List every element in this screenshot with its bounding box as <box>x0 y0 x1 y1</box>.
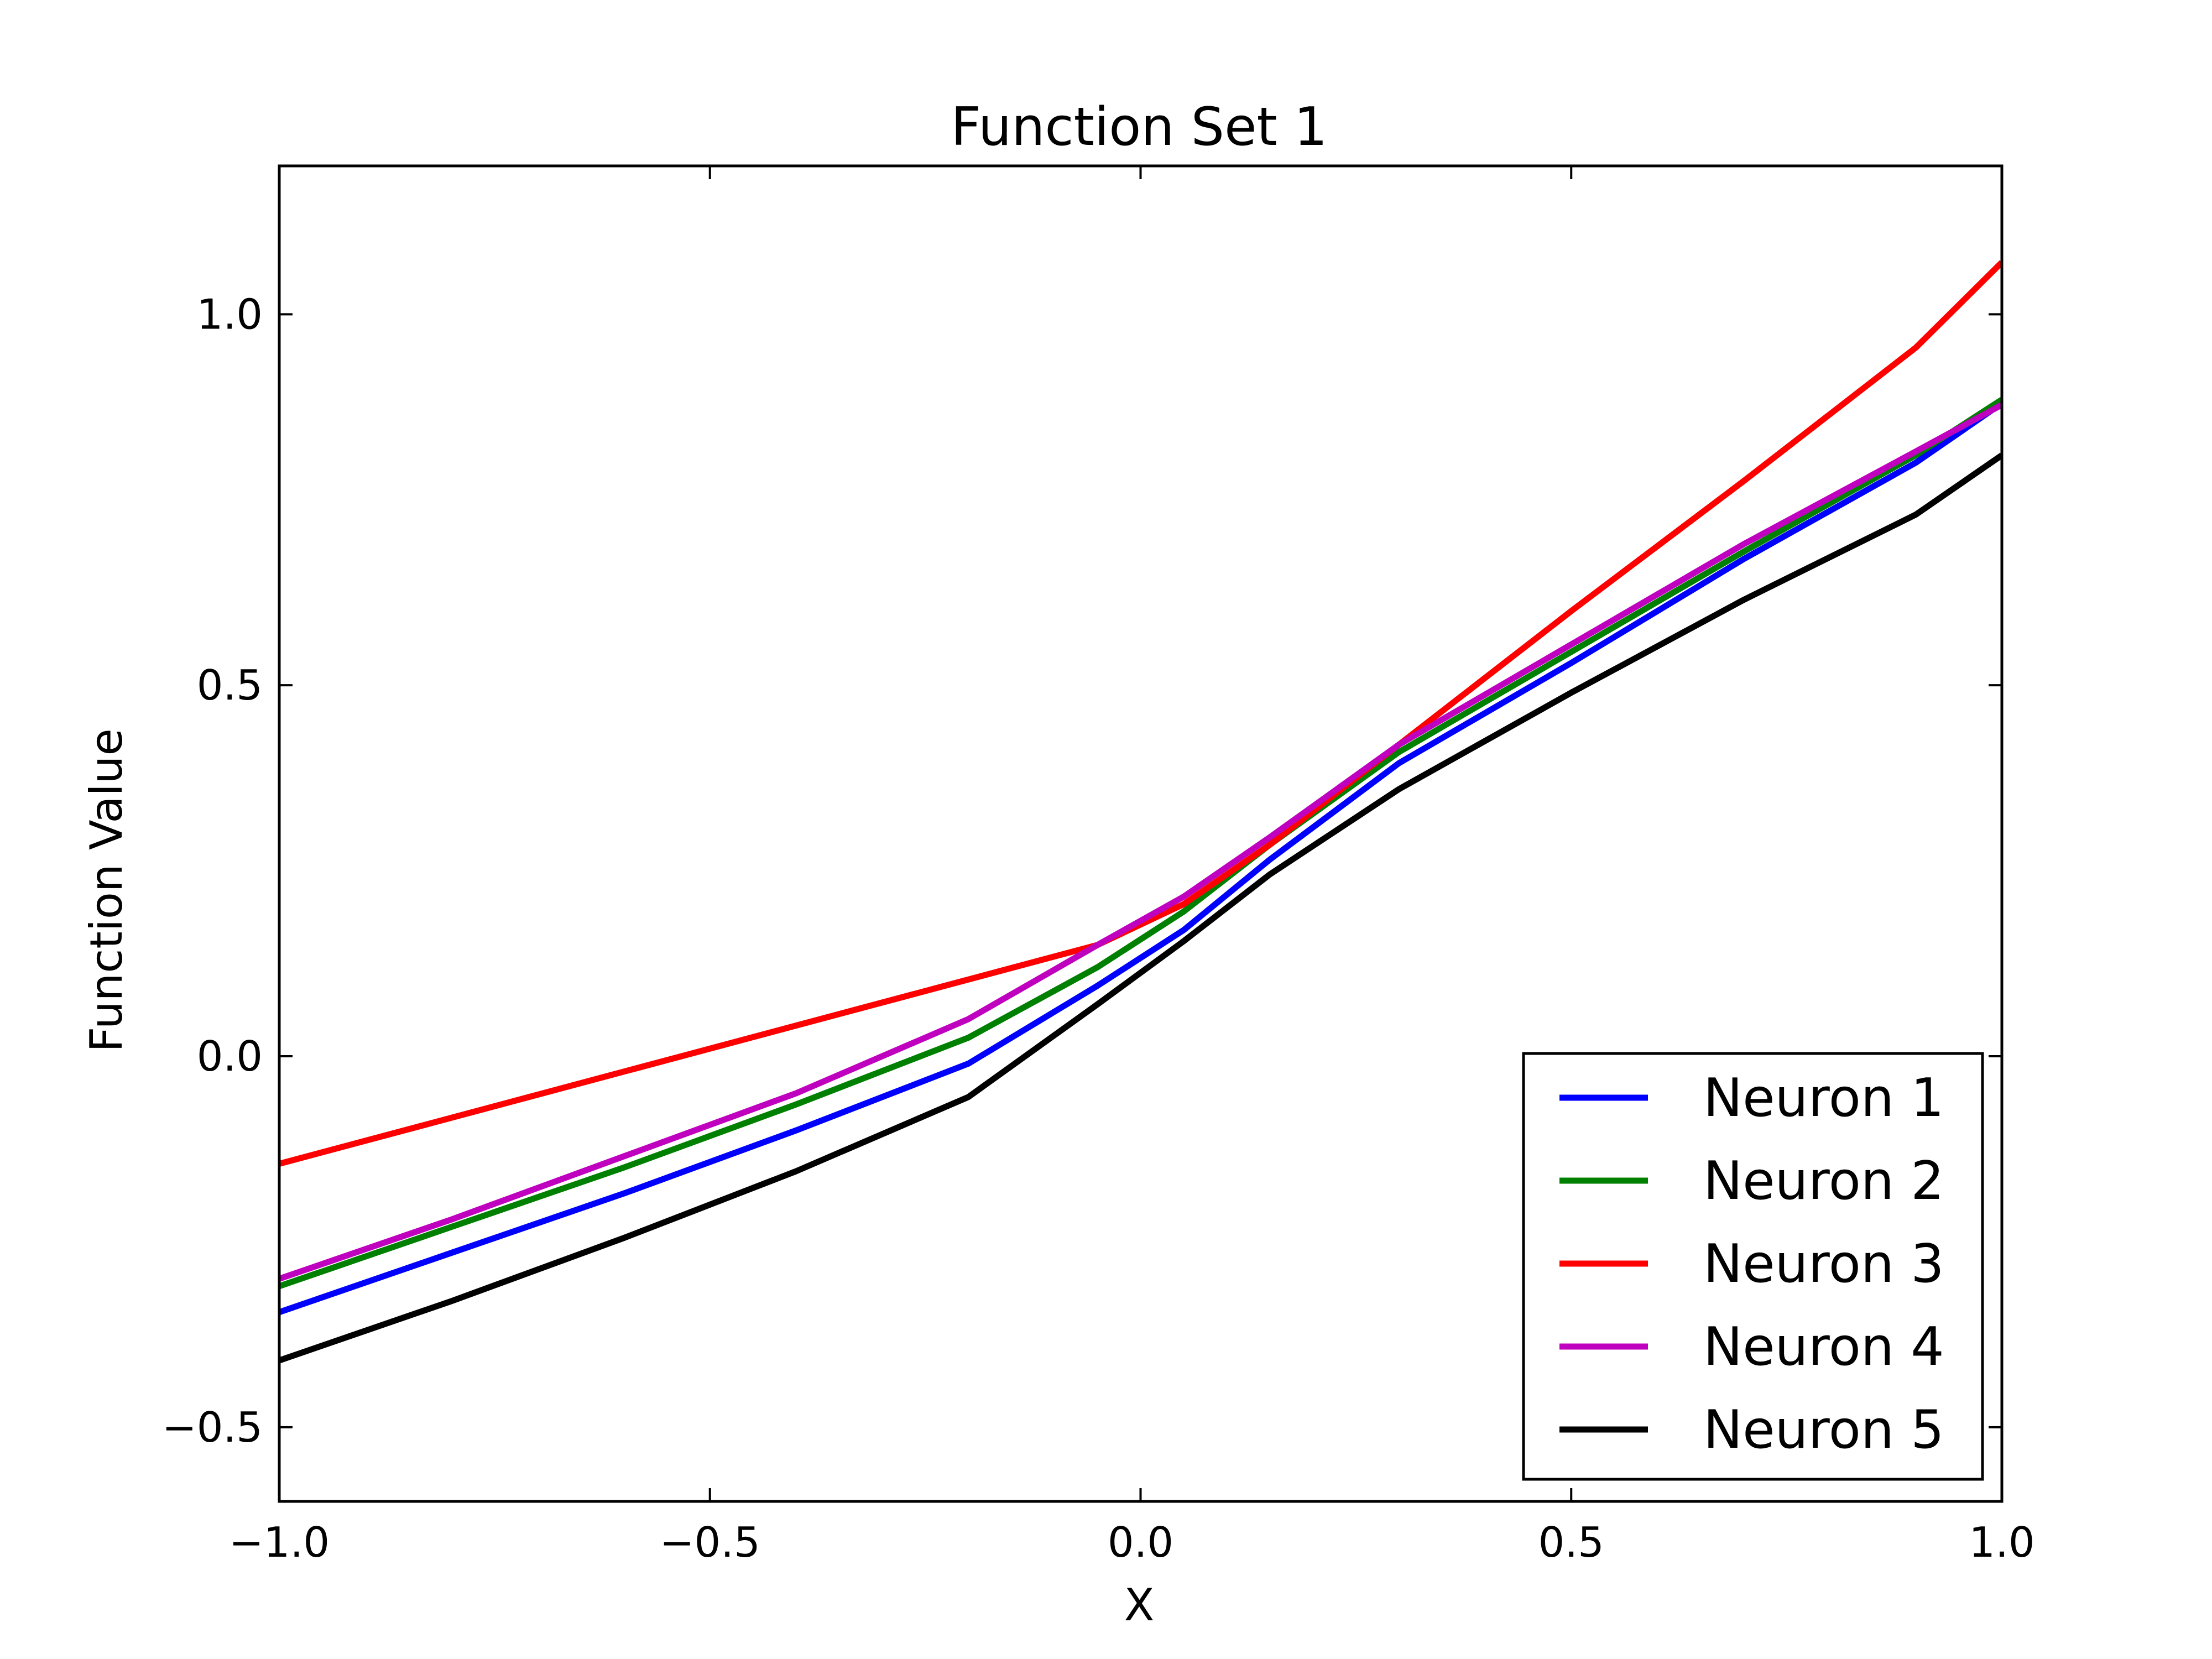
legend-label: Neuron 5 <box>1703 1400 1944 1460</box>
x-axis-label: X <box>1124 1579 1155 1631</box>
series-line-1 <box>279 400 2002 1316</box>
legend-label: Neuron 3 <box>1703 1234 1944 1295</box>
series-line-2 <box>279 397 2002 1290</box>
y-tick-label: 0.0 <box>197 1032 263 1081</box>
plot-area: −1.0 −0.5 0.0 0.5 1.0 −0.5 0.0 0.5 1.0 Neuron 1 Ne… <box>162 164 2035 1567</box>
x-tick-label: −0.5 <box>660 1518 760 1567</box>
x-tick-label: 0.5 <box>1538 1518 1604 1567</box>
series-line-4 <box>279 402 2002 1282</box>
series-line-5 <box>279 452 2002 1364</box>
legend-label: Neuron 4 <box>1703 1317 1944 1378</box>
chart-title: Function Set 1 <box>951 97 1328 158</box>
legend-label: Neuron 1 <box>1703 1068 1944 1129</box>
y-tick-label: 1.0 <box>197 290 263 338</box>
x-tick-label: 0.0 <box>1108 1518 1173 1567</box>
y-tick-label: −0.5 <box>162 1403 263 1452</box>
y-axis-label: Function Value <box>81 728 132 1052</box>
y-tick-label: 0.5 <box>197 661 263 709</box>
legend-label: Neuron 2 <box>1703 1151 1944 1212</box>
x-tick-label: −1.0 <box>229 1518 330 1567</box>
x-tick-label: 1.0 <box>1969 1518 2034 1567</box>
